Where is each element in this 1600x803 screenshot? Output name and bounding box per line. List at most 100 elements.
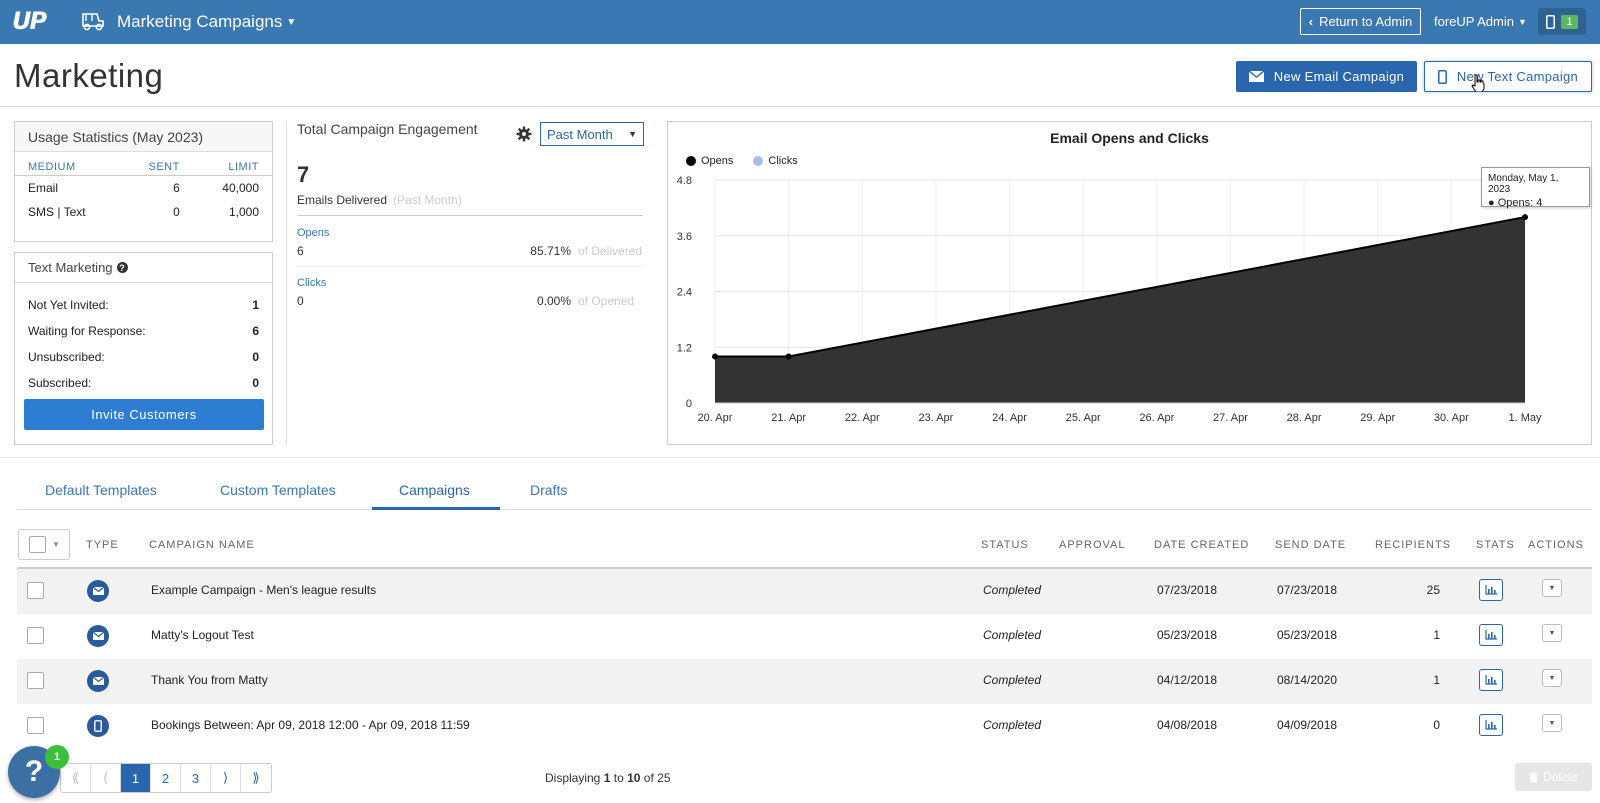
next-page-button[interactable]: ⟩ [211,764,241,792]
row-checkbox[interactable] [27,672,44,689]
text-stat-row: Not Yet Invited: 1 [15,292,272,318]
col-date-created[interactable]: DATE CREATED [1154,539,1250,551]
campaign-name[interactable]: Bookings Between: Apr 09, 2018 12:00 - A… [151,718,470,732]
new-text-campaign-button[interactable]: New Text Campaign [1424,61,1592,92]
page-button[interactable]: 1 [121,764,151,792]
user-menu[interactable]: foreUP Admin ▼ [1434,14,1527,29]
displaying-to: 10 [627,771,641,785]
displaying-total: 25 [657,771,671,785]
email-icon [87,670,109,692]
table-row[interactable]: Thank You from Matty Completed 04/12/201… [17,659,1592,704]
table-row[interactable]: Bookings Between: Apr 09, 2018 12:00 - A… [17,704,1592,749]
text-marketing-panel: Text Marketing ? Not Yet Invited: 1 Waiti… [14,252,273,445]
displaying-of-word: of [643,771,654,785]
row-checkbox[interactable] [27,627,44,644]
stats-button[interactable] [1479,714,1503,736]
campaign-name[interactable]: Matty's Logout Test [151,628,254,642]
campaign-status: Completed [983,583,1042,597]
x-tick-label: 23. Apr [918,412,953,424]
campaign-name[interactable]: Example Campaign - Men's league results [151,583,377,597]
period-select-value: Past Month [547,126,613,142]
usage-medium: Email [28,181,59,195]
stats-button[interactable] [1479,624,1503,646]
col-campaign-name[interactable]: CAMPAIGN NAME [149,539,255,551]
actions-dropdown-button[interactable]: ▼ [1542,624,1562,642]
campaign-name[interactable]: Thank You from Matty [151,673,268,687]
gear-icon[interactable] [516,126,532,142]
return-to-admin-button[interactable]: ‹ Return to Admin [1300,8,1421,35]
col-approval[interactable]: APPROVAL [1059,539,1126,551]
new-email-campaign-label: New Email Campaign [1273,69,1405,84]
bullet-icon: ● [1488,197,1498,209]
question-circle-icon[interactable]: ? [116,262,128,273]
send-date: 08/14/2020 [1277,673,1338,687]
page-button[interactable]: 3 [181,764,211,792]
select-all-checkbox[interactable] [29,536,46,553]
col-recipients[interactable]: RECIPIENTS [1375,539,1452,551]
clicks-value: 0 [297,294,304,308]
phone-icon [1546,14,1556,29]
col-send-date[interactable]: SEND DATE [1275,539,1347,551]
tab-drafts[interactable]: Drafts [530,482,568,498]
return-to-admin-label: Return to Admin [1319,14,1413,29]
prev-page-button[interactable]: ⟨ [91,764,121,792]
select-all-dropdown[interactable]: ▼ [18,529,70,560]
text-stat-row: Waiting for Response: 6 [15,318,272,344]
tab-default-templates[interactable]: Default Templates [45,482,157,498]
legend-item-clicks[interactable]: Clicks [753,155,798,167]
x-tick-label: 24. Apr [992,412,1027,424]
actions-dropdown-button[interactable]: ▼ [1542,669,1562,687]
tooltip-body-row: ● Opens: 4 [1488,197,1583,209]
devices-button[interactable]: 1 [1538,8,1586,35]
usage-limit: 1,000 [228,205,259,219]
actions-dropdown-button[interactable]: ▼ [1542,579,1562,597]
actions-dropdown-button[interactable]: ▼ [1542,714,1562,732]
legend-swatch-opens [686,156,696,166]
usage-sent: 6 [173,181,180,195]
page-button[interactable]: 2 [151,764,181,792]
legend-item-opens[interactable]: Opens [686,155,733,167]
row-checkbox[interactable] [27,717,44,734]
table-row[interactable]: Matty's Logout Test Completed 05/23/2018… [17,614,1592,659]
tab-campaigns[interactable]: Campaigns [399,482,470,498]
chart-tooltip: Monday, May 1, 2023 ● Opens: 4 [1481,167,1590,209]
foreup-logo[interactable]: UP [12,7,47,35]
send-date: 05/23/2018 [1277,628,1338,642]
tab-custom-templates[interactable]: Custom Templates [220,482,336,498]
clicks-label: Clicks [297,277,327,289]
section-divider [0,457,1600,458]
table-row[interactable]: Example Campaign - Men's league results … [17,569,1592,614]
col-status[interactable]: STATUS [981,539,1029,551]
emails-delivered-note: (Past Month) [393,193,462,207]
emails-delivered-label-row: Emails Delivered (Past Month) [297,193,462,207]
email-icon [87,580,109,602]
x-tick-label: 29. Apr [1360,412,1395,424]
text-stat-label: Waiting for Response: [28,324,146,338]
new-email-campaign-button[interactable]: New Email Campaign [1236,61,1417,92]
period-select[interactable]: Past Month ▼ [540,122,644,146]
date-created: 05/23/2018 [1157,628,1218,642]
invite-customers-button[interactable]: Invite Customers [24,399,264,430]
date-created: 04/08/2018 [1157,718,1218,732]
opens-point [712,353,718,360]
text-stat-value: 0 [252,376,259,390]
app-switcher[interactable]: Marketing Campaigns ▼ [117,12,296,32]
send-date: 07/23/2018 [1277,583,1338,597]
email-icon [87,625,109,647]
last-page-button[interactable]: ⟫ [241,764,271,792]
user-menu-label: foreUP Admin [1434,14,1514,29]
recipients-count: 1 [1433,628,1440,642]
hand-cursor-icon [1471,74,1485,92]
stats-button[interactable] [1479,669,1503,691]
text-stat-label: Unsubscribed: [28,350,105,364]
stats-button[interactable] [1479,579,1503,601]
first-page-button[interactable]: ⟪ [61,764,91,792]
date-created: 04/12/2018 [1157,673,1218,687]
usage-limit: 40,000 [222,181,259,195]
x-tick-label: 20. Apr [698,412,733,424]
email-opens-chart: Email Opens and Clicks Opens Clicks 0 1.2… [667,121,1592,445]
delete-button[interactable]: Delete [1515,763,1592,791]
help-button[interactable]: ? [8,746,60,798]
usage-table: MEDIUM SENT LIMIT Email 6 40,000 SMS | T… [15,159,272,224]
row-checkbox[interactable] [27,582,44,599]
